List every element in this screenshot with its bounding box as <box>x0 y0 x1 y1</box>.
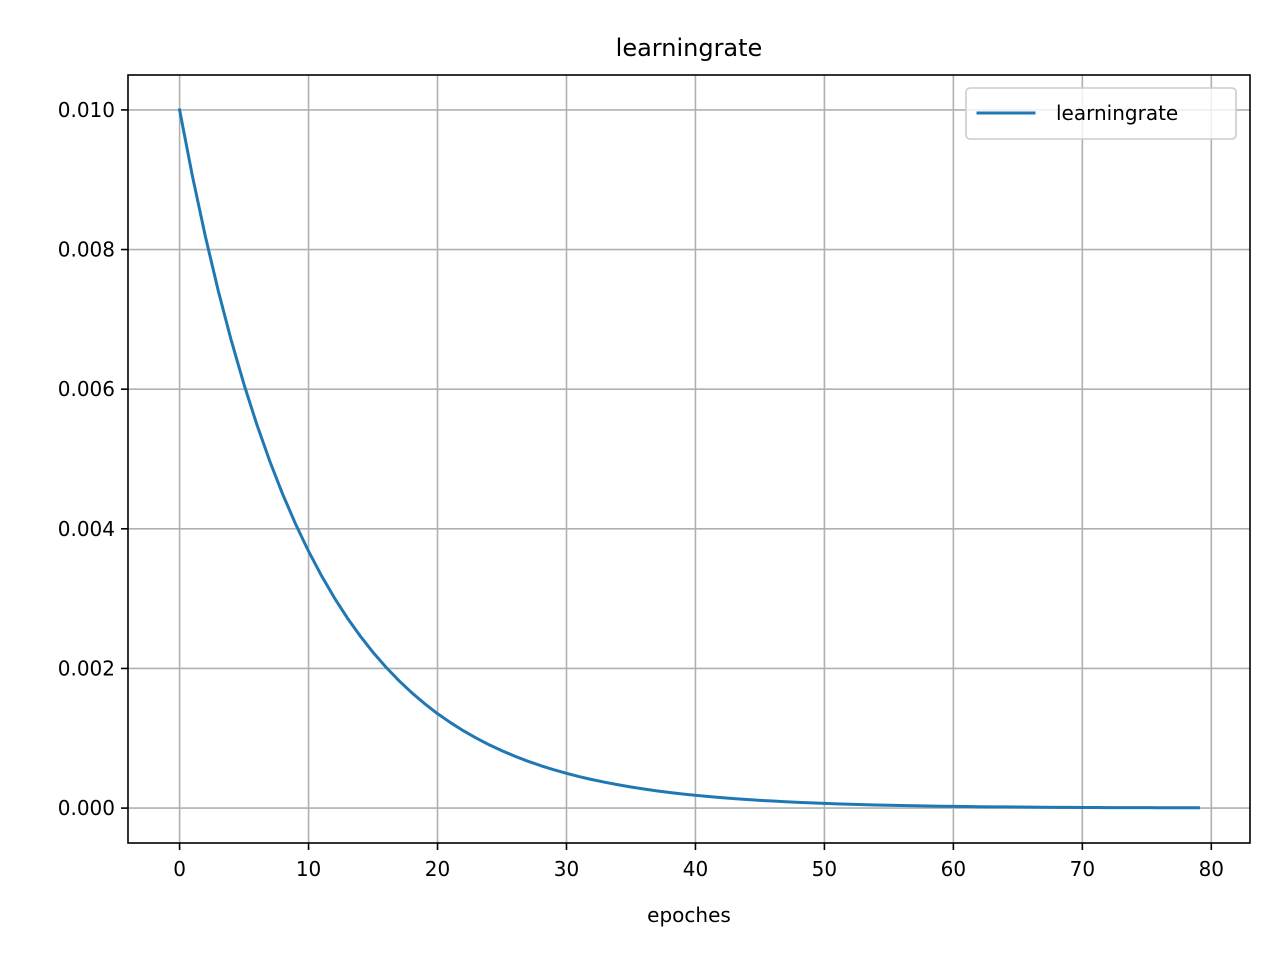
legend-label: learningrate <box>1056 101 1178 125</box>
chart-title: learningrate <box>616 34 763 62</box>
y-tick-label: 0.004 <box>58 517 115 541</box>
y-tick-label: 0.006 <box>58 377 115 401</box>
x-tick-label: 70 <box>1070 857 1095 881</box>
plot-frame <box>127 74 1251 844</box>
grid-lines <box>128 75 1250 843</box>
x-tick-label: 80 <box>1199 857 1224 881</box>
legend: learningrate <box>965 87 1237 140</box>
series-layer <box>177 108 1200 810</box>
y-tick-label: 0.010 <box>58 98 115 122</box>
x-tick-label: 0 <box>173 857 186 881</box>
x-tick-label: 50 <box>812 857 837 881</box>
x-tick-label: 40 <box>683 857 708 881</box>
x-tick-label: 30 <box>554 857 579 881</box>
series-line-learningrate <box>177 108 1200 810</box>
x-axis-label: epoches <box>647 903 731 927</box>
y-tick-label: 0.008 <box>58 238 115 262</box>
y-axis-ticks: 0.000 0.002 0.004 0.006 0.008 0.010 <box>58 98 128 820</box>
legend-frame <box>965 87 1237 140</box>
x-axis-ticks: 0 10 20 30 40 50 60 70 80 <box>173 843 1224 881</box>
x-tick-label: 60 <box>941 857 966 881</box>
x-tick-label: 20 <box>425 857 450 881</box>
y-tick-label: 0.002 <box>58 656 115 680</box>
y-tick-label: 0.000 <box>58 796 115 820</box>
x-tick-label: 10 <box>296 857 321 881</box>
